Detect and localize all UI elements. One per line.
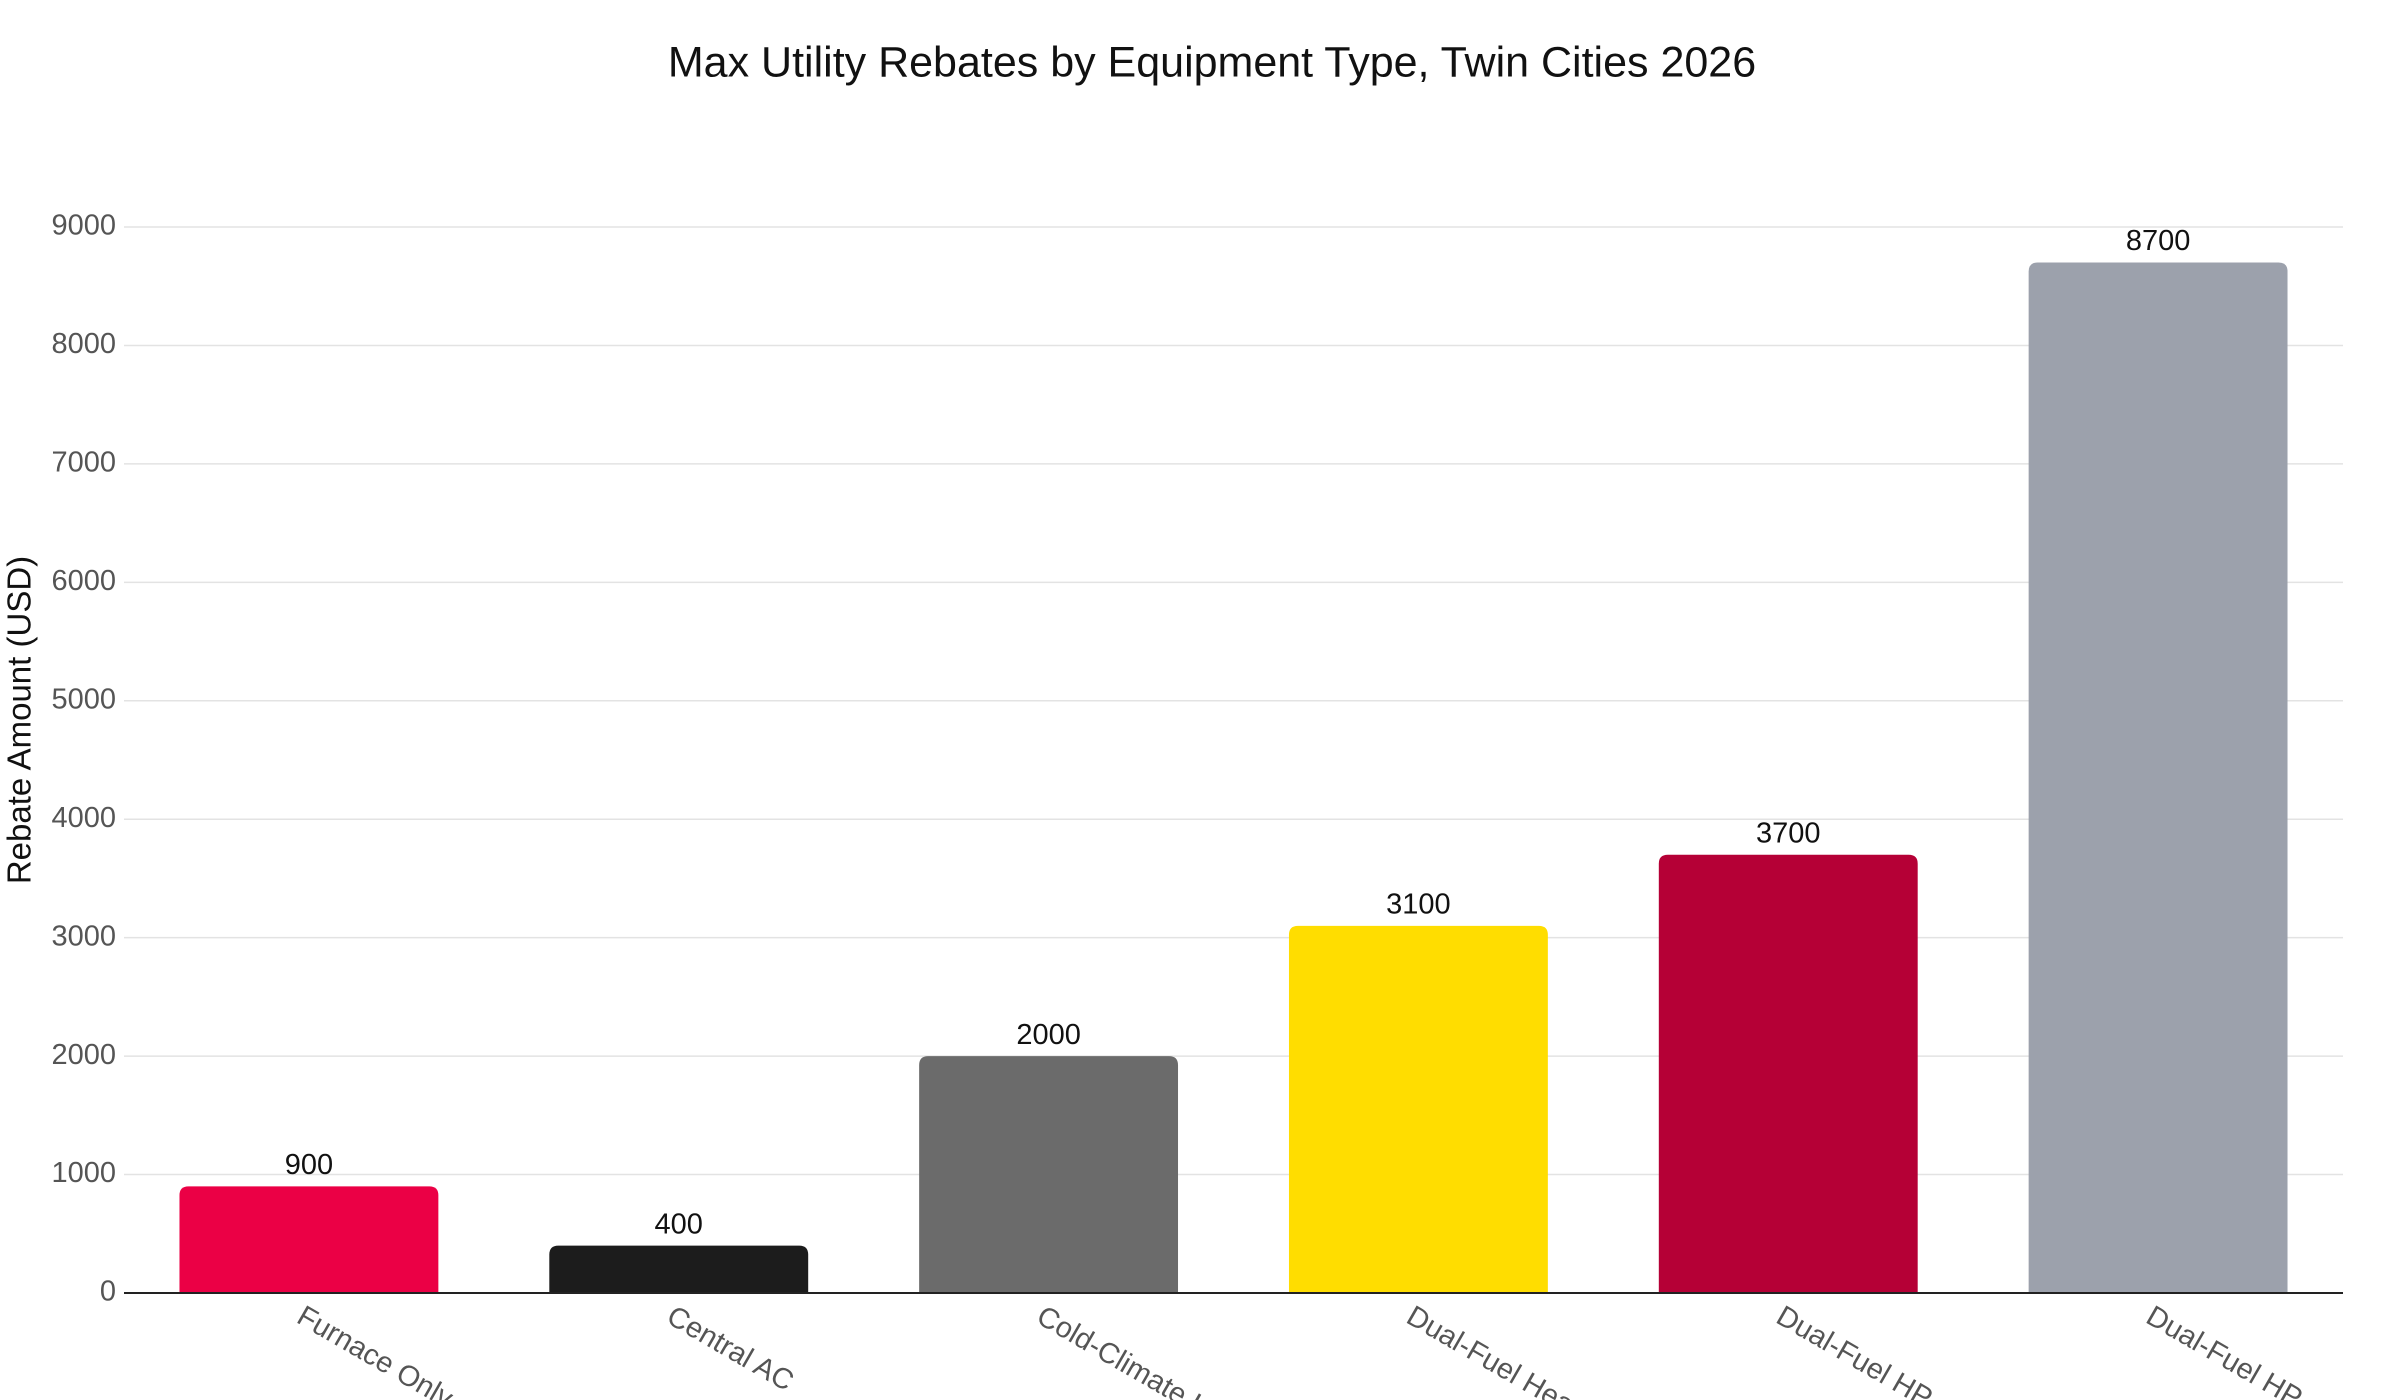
value-label: 3700	[1756, 817, 1821, 849]
y-tick-label: 0	[100, 1276, 116, 1308]
bar	[919, 1056, 1179, 1293]
bar	[549, 1245, 809, 1293]
x-tick-label: Furnace Only	[292, 1300, 459, 1400]
bar	[2028, 262, 2288, 1293]
bar	[179, 1186, 439, 1293]
bar	[1658, 854, 1918, 1293]
x-tick-label: Dual-Fuel HP +	[1771, 1300, 1959, 1400]
value-label: 2000	[1016, 1019, 1081, 1051]
y-tick-label: 8000	[51, 328, 116, 360]
x-tick-label: Central AC	[661, 1300, 798, 1398]
value-label: 400	[655, 1208, 703, 1240]
value-label: 900	[285, 1149, 333, 1181]
y-tick-label: 7000	[51, 447, 116, 479]
bar	[1288, 925, 1548, 1293]
y-tick-label: 6000	[51, 565, 116, 597]
x-tick-label: Dual-Fuel Heat P	[1401, 1300, 1610, 1400]
chart-title: Max Utility Rebates by Equipment Type, T…	[668, 38, 1756, 86]
y-axis-title: Rebate Amount (USD)	[1, 556, 38, 884]
y-tick-label: 1000	[51, 1157, 116, 1189]
x-tick-label: Cold-Climate H	[1031, 1300, 1217, 1400]
value-label: 8700	[2126, 225, 2191, 257]
y-tick-label: 9000	[51, 210, 116, 242]
y-tick-label: 3000	[51, 920, 116, 952]
x-tick-label: Dual-Fuel HP +	[2141, 1300, 2329, 1400]
y-tick-label: 2000	[51, 1039, 116, 1071]
value-label: 3100	[1386, 888, 1451, 920]
y-tick-label: 4000	[51, 802, 116, 834]
y-tick-label: 5000	[51, 683, 116, 715]
